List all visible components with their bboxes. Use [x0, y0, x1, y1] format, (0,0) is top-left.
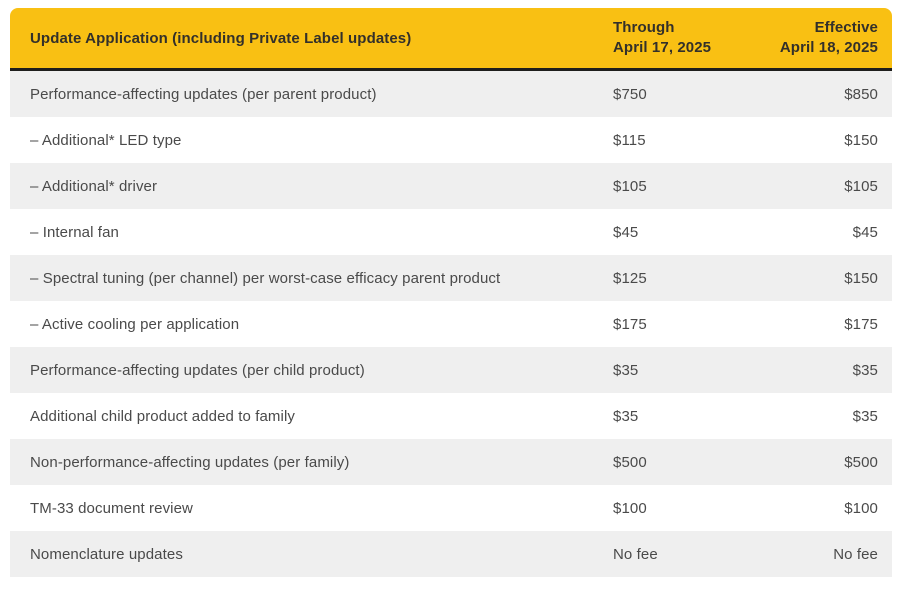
fee-through: $125 — [613, 269, 647, 287]
fee-effective: $105 — [844, 177, 878, 195]
header-effective-column: Effective April 18, 2025 — [768, 18, 878, 58]
fee-effective: $150 — [844, 269, 878, 287]
table-row: – Spectral tuning (per channel) per wors… — [10, 255, 892, 301]
row-label: Performance-affecting updates (per child… — [30, 361, 365, 379]
fee-through: $100 — [613, 499, 647, 517]
header-title: Update Application (including Private La… — [30, 29, 412, 47]
header-effective-line2: April 18, 2025 — [779, 39, 878, 56]
table-row: Additional child product added to family… — [10, 393, 892, 439]
fee-through: $35 — [613, 361, 639, 379]
fee-effective: $35 — [852, 407, 878, 425]
row-label: – Additional* LED type — [30, 131, 182, 149]
fee-through: $105 — [613, 177, 647, 195]
fee-effective: $100 — [844, 499, 878, 517]
fee-schedule-table: Update Application (including Private La… — [10, 8, 892, 577]
row-label: – Internal fan — [30, 223, 119, 241]
header-through-line2: April 17, 2025 — [613, 39, 712, 56]
fee-effective: $45 — [852, 223, 878, 241]
row-label: – Additional* driver — [30, 177, 158, 195]
row-label: TM-33 document review — [30, 499, 193, 517]
header-through-line1: Through — [613, 19, 675, 36]
row-label: – Active cooling per application — [30, 315, 240, 333]
table-row: Performance-affecting updates (per child… — [10, 347, 892, 393]
row-label: Performance-affecting updates (per paren… — [30, 85, 377, 103]
fee-effective: $35 — [852, 361, 878, 379]
fee-through: $500 — [613, 453, 647, 471]
table-body: Performance-affecting updates (per paren… — [10, 71, 892, 577]
fee-through: $35 — [613, 407, 639, 425]
fee-through: $115 — [613, 131, 646, 149]
header-through-column: Through April 17, 2025 — [613, 18, 768, 58]
fee-through: No fee — [613, 545, 658, 563]
table-row: – Additional* LED type $115 $150 — [10, 117, 892, 163]
row-label: – Spectral tuning (per channel) per wors… — [30, 269, 501, 287]
fee-effective: $150 — [844, 131, 878, 149]
table-row: Non-performance-affecting updates (per f… — [10, 439, 892, 485]
fee-effective: No fee — [833, 545, 878, 563]
table-row: – Internal fan $45 $45 — [10, 209, 892, 255]
row-label: Non-performance-affecting updates (per f… — [30, 453, 350, 471]
fee-through: $750 — [613, 85, 647, 103]
row-label: Nomenclature updates — [30, 545, 183, 563]
fee-effective: $850 — [844, 85, 878, 103]
table-header-row: Update Application (including Private La… — [10, 8, 892, 71]
table-row: – Additional* driver $105 $105 — [10, 163, 892, 209]
table-row: Performance-affecting updates (per paren… — [10, 71, 892, 117]
fee-through: $175 — [613, 315, 647, 333]
fee-through: $45 — [613, 223, 639, 241]
header-effective-line1: Effective — [814, 19, 878, 36]
table-row: TM-33 document review $100 $100 — [10, 485, 892, 531]
fee-effective: $175 — [844, 315, 878, 333]
fee-effective: $500 — [844, 453, 878, 471]
table-row: Nomenclature updates No fee No fee — [10, 531, 892, 577]
row-label: Additional child product added to family — [30, 407, 295, 425]
table-row: – Active cooling per application $175 $1… — [10, 301, 892, 347]
